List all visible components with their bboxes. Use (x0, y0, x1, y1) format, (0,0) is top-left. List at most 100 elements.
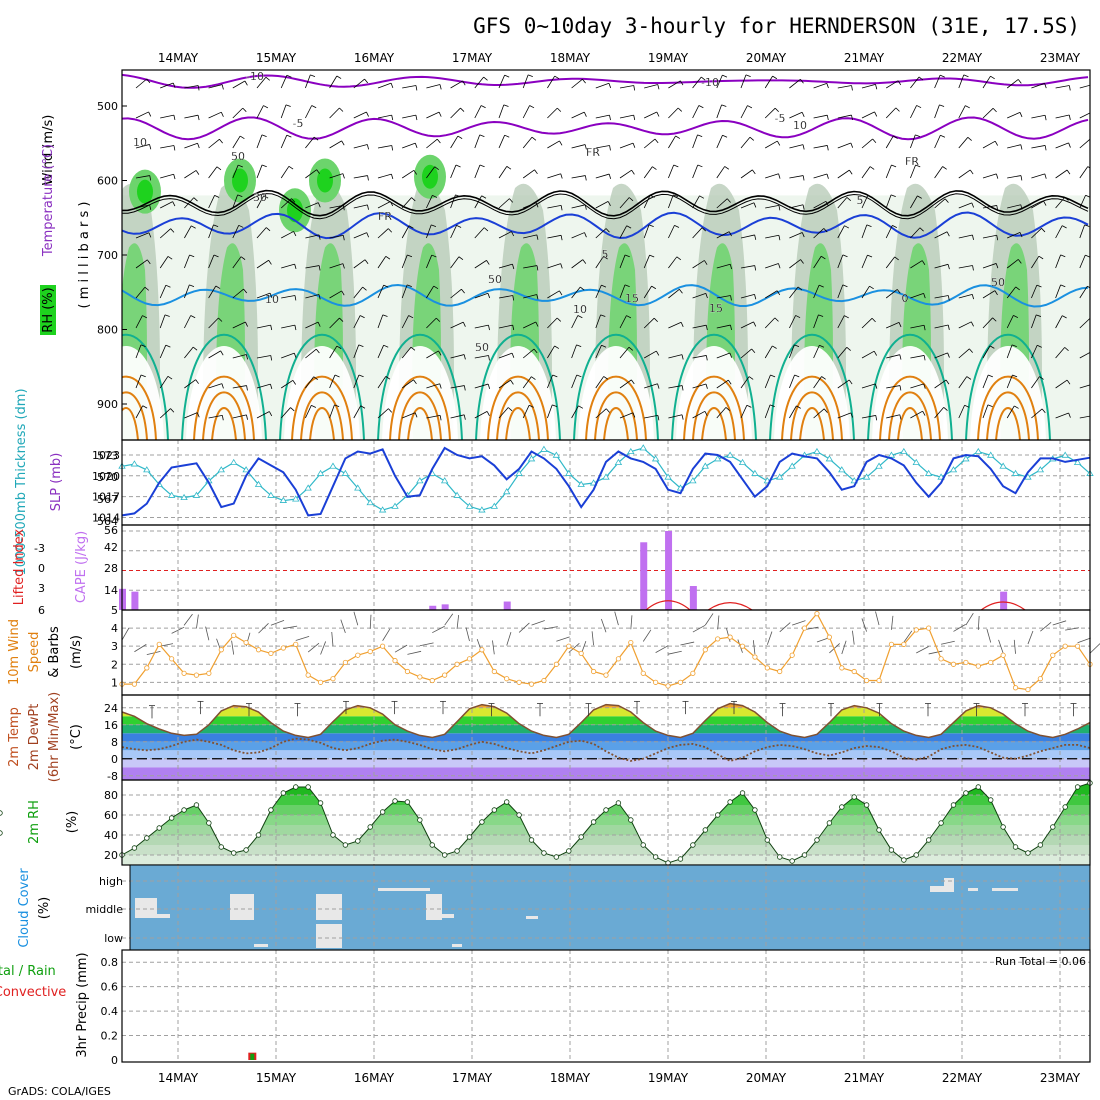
wind-barb-flag (994, 140, 999, 146)
wind-barb-flag (794, 344, 800, 347)
wind-barb-flag (972, 265, 974, 271)
wind-barb (571, 232, 585, 239)
wind-barb (837, 85, 852, 89)
thickness-point (614, 458, 623, 465)
thickness-point (540, 445, 548, 452)
wind-barb-flag (511, 231, 515, 237)
thickness-point (329, 462, 337, 469)
wind-barb-flag (294, 263, 297, 270)
wind-barb (377, 173, 392, 179)
wind-barb (450, 256, 460, 269)
wind-barb (329, 290, 342, 299)
temp2m-panel: 24 16 8 0 -8 2m Temp 2m DewPt (6hr Min/Max) (°C) (7, 692, 1091, 783)
contour-label: 10 (573, 303, 587, 316)
wind-barb (958, 321, 972, 329)
wind-barb-flag (940, 134, 946, 138)
wind-speed-point (789, 652, 795, 658)
wind-barb (910, 260, 923, 269)
wind-barb-flag (339, 317, 344, 322)
wind-barb-flag (1085, 194, 1090, 198)
wind-barb-flag (479, 134, 485, 138)
wind-barb (329, 107, 340, 119)
wind-barb (208, 111, 222, 119)
wind-barb (474, 227, 485, 239)
thickness-point (304, 484, 312, 491)
wind-barb (135, 175, 150, 179)
surface-wind-barb (1013, 639, 1016, 654)
wind-barb-flag (673, 194, 679, 197)
rh-point (541, 850, 547, 856)
wind-barb-flag (632, 412, 636, 418)
wind-barb (595, 173, 610, 179)
thickness-point (490, 502, 499, 509)
wind-barb-flag (1062, 315, 1067, 319)
rh-point (677, 856, 684, 862)
tick-label: 0.2 (101, 1030, 119, 1043)
wind-barb-flag (191, 225, 196, 229)
wind-barb (450, 385, 465, 389)
temp-contour-warm (300, 391, 344, 440)
tick-label: 570 (97, 471, 118, 484)
wind-barb-flag (336, 345, 342, 349)
wind-barb (740, 136, 751, 149)
wind-barb (1031, 255, 1040, 269)
wind-barb-flag (488, 355, 490, 361)
surface-wind-barb (841, 640, 847, 655)
wind-barb (571, 204, 586, 209)
wind-barb (474, 105, 482, 119)
temp-band (122, 716, 1090, 725)
wind-barb (523, 202, 537, 209)
wind-barb-flag (942, 166, 947, 170)
wind-speed-point (330, 676, 336, 682)
wind-barb (958, 234, 973, 239)
wind-barb (837, 142, 852, 149)
wind-barb (232, 107, 244, 119)
wind-speed-point (528, 681, 535, 687)
wind-speed-point (690, 670, 696, 676)
rh-point (404, 799, 411, 805)
wind-barb (256, 134, 263, 149)
tick-label: 20 (104, 849, 118, 862)
wind-barb (450, 164, 457, 179)
wind-barb (765, 205, 780, 209)
wind-barb (982, 173, 997, 179)
temp-contour-15 (122, 334, 169, 440)
wind-barb-flag (995, 173, 999, 179)
wind-barb-flag (971, 294, 975, 300)
date-label-top: 22MAY (942, 51, 983, 65)
cloud-block (992, 888, 1018, 891)
temp-line (121, 702, 1091, 739)
wind-barb-flag (294, 325, 297, 331)
surface-wind-barb (444, 613, 454, 626)
wind-barb (232, 164, 239, 179)
wind-barb (692, 292, 706, 299)
wind-barb-flag (1094, 415, 1095, 420)
wind-speed-point (181, 670, 187, 676)
wind-barb (474, 134, 481, 149)
wind-barb (837, 225, 845, 239)
chart-title: GFS 0~10day 3-hourly for HERNDERSON (31E… (473, 14, 1080, 38)
contour-label: -10 (246, 70, 264, 83)
wind-barb-flag (608, 83, 612, 89)
cape-bar (131, 591, 139, 610)
wind-barb (377, 228, 389, 239)
wind-barb-flag (512, 264, 515, 270)
thickness-point (354, 484, 362, 491)
rh-point (330, 832, 336, 838)
temp-contour-warm (585, 375, 647, 440)
wind-barb (740, 348, 752, 359)
wind-barb-flag (144, 286, 150, 291)
wind-barb (135, 405, 144, 419)
date-label-bottom: 20MAY (746, 1071, 787, 1085)
wind-barb-flag (342, 235, 345, 241)
rh-point (181, 807, 187, 813)
cloud-block (426, 894, 442, 920)
wind-barb (208, 383, 223, 389)
wind-barb-flag (293, 353, 297, 359)
wind-barb (934, 379, 947, 389)
contour-label: FR (378, 210, 392, 223)
wind-barb-flag (801, 112, 805, 117)
surface-wind-barb (543, 626, 558, 630)
wind-barb-flag (358, 374, 364, 378)
